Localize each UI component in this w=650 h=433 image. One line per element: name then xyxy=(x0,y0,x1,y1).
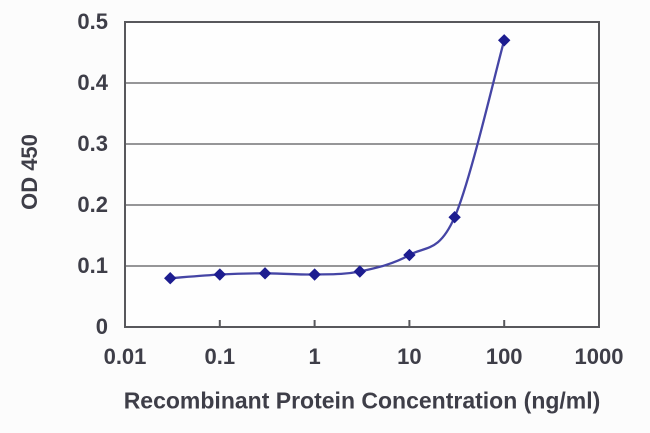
diamond-marker xyxy=(353,265,367,278)
diamond-marker xyxy=(448,210,461,224)
y-tick-label: 0.4 xyxy=(77,70,108,95)
x-tick-label: 1000 xyxy=(574,344,624,369)
y-tick-label: 0.1 xyxy=(77,253,108,278)
x-tick-label: 100 xyxy=(485,344,523,369)
diamond-marker xyxy=(258,267,272,280)
y-tick-label: 0.3 xyxy=(77,131,108,156)
y-axis-title: OD 450 xyxy=(17,134,42,210)
x-axis-title: Recombinant Protein Concentration (ng/ml… xyxy=(123,387,601,414)
x-axis-ticks xyxy=(218,320,506,327)
y-tick-label: 0.2 xyxy=(77,192,108,217)
gridlines xyxy=(125,82,599,267)
x-tick-label: 0.1 xyxy=(204,344,236,369)
x-tick-label: 10 xyxy=(397,344,422,369)
x-tick-label: 0.01 xyxy=(103,344,147,369)
diamond-marker xyxy=(403,248,416,262)
diamond-marker xyxy=(497,34,511,47)
y-tick-label: 0.5 xyxy=(77,9,108,34)
plot-border xyxy=(124,21,600,328)
diamond-marker xyxy=(164,271,177,285)
x-tick-label: 1 xyxy=(308,344,321,369)
plot-background xyxy=(125,22,599,327)
diamond-marker xyxy=(213,268,227,281)
y-tick-label: 0 xyxy=(95,314,108,339)
data-markers xyxy=(164,34,511,285)
diamond-marker xyxy=(308,268,321,281)
